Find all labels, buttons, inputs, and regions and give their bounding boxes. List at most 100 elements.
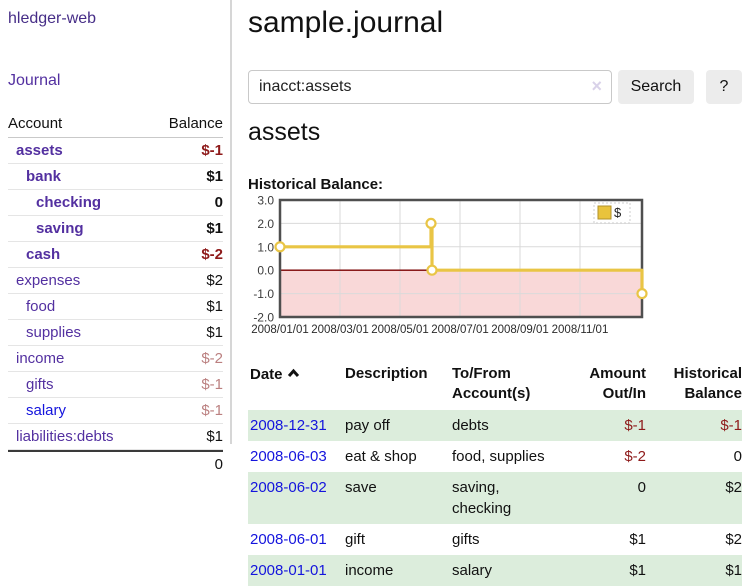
svg-text:3.0: 3.0 — [257, 194, 274, 208]
account-balance: $1 — [206, 220, 223, 237]
account-column-header: Account — [8, 115, 63, 132]
account-balance: 0 — [214, 194, 223, 211]
account-link[interactable]: gifts — [26, 376, 54, 393]
sidebar-item-cash[interactable]: cash $-2 — [8, 242, 223, 268]
accounts-table-header: Account Balance — [8, 112, 223, 138]
table-row: 2008-01-01 income salary $1 $1 — [248, 555, 742, 586]
transaction-description: save — [345, 472, 452, 524]
transaction-balance: $-1 — [646, 410, 742, 441]
sidebar-item-liabilities-debts[interactable]: liabilities:debts $1 — [8, 424, 223, 450]
account-balance: $-2 — [201, 350, 223, 367]
svg-text:2008/09/01: 2008/09/01 — [491, 324, 549, 336]
help-button[interactable]: ? — [705, 70, 742, 104]
account-link[interactable]: assets — [16, 142, 63, 159]
account-link[interactable]: liabilities:debts — [16, 428, 114, 445]
description-column-header: Description — [345, 365, 428, 382]
sidebar: hledger-web Journal Account Balance asse… — [0, 0, 232, 473]
account-balance: $-1 — [201, 402, 223, 419]
account-balance: $-1 — [201, 376, 223, 393]
date-link[interactable]: 2008-06-02 — [250, 479, 327, 496]
svg-text:2008/01/01: 2008/01/01 — [251, 324, 309, 336]
account-balance: $-1 — [201, 142, 223, 159]
date-link[interactable]: 2008-06-03 — [250, 448, 327, 465]
sidebar-item-assets[interactable]: assets $-1 — [8, 138, 223, 164]
search-form: × Search ? — [248, 70, 742, 104]
sidebar-item-supplies[interactable]: supplies $1 — [8, 320, 223, 346]
transaction-amount: $-2 — [624, 448, 646, 465]
transaction-amount: $1 — [629, 531, 646, 548]
date-link[interactable]: 2008-12-31 — [250, 417, 327, 434]
account-balance: $1 — [206, 428, 223, 445]
date-column-header[interactable]: Date — [248, 362, 345, 410]
svg-text:-2.0: -2.0 — [253, 311, 274, 325]
balance-column-header: Balance — [168, 115, 223, 132]
account-link[interactable]: cash — [26, 246, 61, 263]
chart-title: Historical Balance: — [248, 176, 384, 193]
search-button[interactable]: Search — [618, 70, 694, 104]
account-link[interactable]: expenses — [16, 272, 81, 289]
sidebar-item-gifts[interactable]: gifts $-1 — [8, 372, 223, 398]
sidebar-item-checking[interactable]: checking 0 — [8, 190, 223, 216]
clear-search-icon[interactable]: × — [591, 76, 602, 96]
search-input[interactable] — [248, 70, 612, 104]
svg-text:1.0: 1.0 — [257, 240, 274, 254]
transaction-balance: $2 — [725, 531, 742, 548]
transaction-date: 2008-12-31 — [248, 410, 345, 441]
transaction-balance: $2 — [646, 472, 742, 524]
sidebar-item-saving[interactable]: saving $1 — [8, 216, 223, 242]
transaction-description: pay off — [345, 410, 452, 441]
data-point-markers[interactable] — [274, 217, 648, 300]
account-balance: $2 — [206, 272, 223, 289]
amount-column-header: Amount Out/In — [589, 365, 646, 402]
account-link[interactable]: salary — [26, 402, 67, 419]
svg-text:2008/07/01: 2008/07/01 — [431, 324, 489, 336]
transaction-description: income — [345, 555, 452, 586]
sidebar-item-income[interactable]: income $-2 — [8, 346, 223, 372]
sidebar-item-expenses[interactable]: expenses $2 — [8, 268, 223, 294]
main-content: sample.journal × Search ? assets Histori… — [248, 0, 742, 586]
accounts-total-value: 0 — [214, 456, 223, 473]
transaction-date: 2008-06-01 — [248, 524, 345, 555]
transaction-accounts: debts — [452, 410, 560, 441]
svg-text:0.0: 0.0 — [257, 264, 274, 278]
x-axis-labels: 2008/01/01 2008/03/01 2008/05/01 2008/07… — [251, 324, 608, 336]
account-link[interactable]: checking — [36, 194, 102, 211]
sidebar-item-food[interactable]: food $1 — [8, 294, 223, 320]
table-row: 2008-06-02 save saving, checking 0 $2 — [248, 472, 742, 524]
account-link[interactable]: supplies — [26, 324, 82, 341]
transaction-accounts: saving, checking — [452, 472, 560, 524]
chart-canvas: $ 3.0 2.0 1.0 0.0 -1.0 -2.0 2008/01/01 2… — [251, 194, 648, 336]
page-title: sample.journal — [248, 6, 444, 39]
svg-text:2.0: 2.0 — [257, 217, 274, 231]
svg-text:2008/03/01: 2008/03/01 — [311, 324, 369, 336]
date-link[interactable]: 2008-01-01 — [250, 562, 327, 579]
app-brand-link[interactable]: hledger-web — [8, 10, 97, 27]
account-balance: $-2 — [201, 246, 223, 263]
sidebar-item-bank[interactable]: bank $1 — [8, 164, 223, 190]
account-heading: assets — [248, 118, 321, 146]
balance-column-header: Historical Balance — [673, 365, 742, 402]
transaction-balance: 0 — [733, 448, 742, 465]
y-axis-labels: 3.0 2.0 1.0 0.0 -1.0 -2.0 — [253, 194, 274, 325]
register-header-row: Date Description To/From Account(s) Amou… — [248, 362, 742, 410]
transaction-accounts: food, supplies — [452, 448, 545, 465]
table-row: 2008-06-03 eat & shop food, supplies $-2… — [248, 441, 742, 472]
account-link[interactable]: saving — [36, 220, 84, 237]
plot-border — [278, 198, 644, 319]
transaction-accounts: salary — [452, 555, 560, 586]
account-link[interactable]: income — [16, 350, 65, 367]
account-link[interactable]: bank — [26, 168, 62, 185]
date-link[interactable]: 2008-06-01 — [250, 531, 327, 548]
account-balance: $1 — [206, 324, 223, 341]
legend-swatch-icon — [597, 205, 612, 220]
sidebar-item-journal[interactable]: Journal — [8, 72, 61, 89]
accounts-table: Account Balance assets $-1 bank $1 check… — [8, 112, 223, 477]
historical-balance-chart: $ 3.0 2.0 1.0 0.0 -1.0 -2.0 2008/01/01 2… — [248, 194, 668, 344]
transaction-accounts: gifts — [452, 531, 480, 548]
account-link[interactable]: food — [26, 298, 56, 315]
svg-text:-1.0: -1.0 — [253, 287, 274, 301]
sidebar-item-salary[interactable]: salary $-1 — [8, 398, 223, 424]
tofrom-column-header: To/From Account(s) — [452, 365, 531, 402]
transaction-amount: $-1 — [560, 410, 646, 441]
legend-label: $ — [614, 205, 622, 220]
